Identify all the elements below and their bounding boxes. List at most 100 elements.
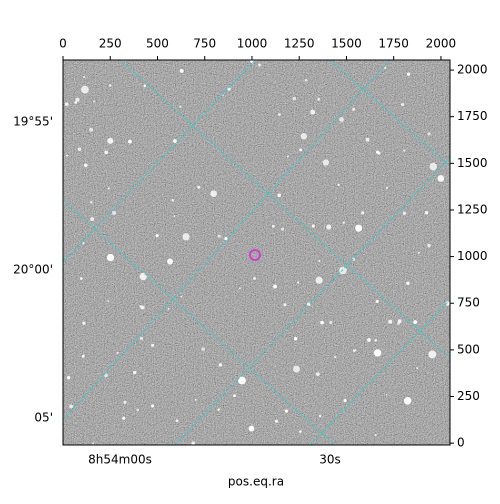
star: [191, 441, 195, 445]
star: [277, 193, 282, 198]
star: [136, 408, 139, 412]
star: [384, 66, 387, 69]
star: [339, 266, 347, 275]
star: [355, 224, 363, 232]
star: [403, 397, 412, 405]
star: [413, 320, 418, 325]
star: [179, 105, 182, 108]
star: [253, 277, 256, 280]
x-tick-label: 750: [193, 37, 216, 51]
star: [273, 284, 277, 289]
star: [155, 234, 159, 238]
star: [179, 68, 184, 73]
star: [374, 434, 377, 437]
star: [317, 97, 321, 101]
star: [75, 97, 80, 102]
world-grid-line: [174, 157, 450, 445]
star: [81, 354, 85, 358]
star: [80, 85, 89, 94]
star: [388, 319, 393, 324]
star: [374, 338, 378, 342]
star: [322, 159, 330, 166]
star: [374, 349, 382, 357]
star: [122, 416, 126, 420]
star: [416, 367, 419, 369]
star: [107, 187, 110, 190]
star: [424, 211, 429, 215]
ra-tick-label: 8h54m00s: [88, 453, 152, 467]
stars: [64, 60, 450, 445]
x-tick-label: 2000: [426, 37, 457, 51]
x-axis-label: pos.eq.ra: [228, 475, 284, 489]
star: [108, 84, 112, 87]
star: [90, 201, 93, 204]
star: [375, 299, 379, 303]
star: [429, 162, 437, 171]
star: [106, 253, 115, 262]
star: [227, 87, 231, 91]
star: [123, 400, 127, 405]
star: [286, 155, 289, 158]
x-tick-label: 250: [99, 37, 122, 51]
star: [304, 78, 308, 82]
star: [194, 398, 197, 401]
star: [79, 277, 83, 280]
world-grid: [63, 60, 450, 445]
star: [182, 233, 190, 241]
star: [180, 295, 183, 298]
star: [238, 376, 246, 385]
y-tick-label: 1250: [457, 202, 488, 216]
star: [218, 363, 223, 367]
star: [104, 150, 109, 155]
star: [283, 303, 287, 307]
y-tick-label: 2000: [457, 63, 488, 77]
star: [297, 281, 300, 284]
star: [315, 276, 323, 284]
star: [293, 337, 298, 341]
star: [281, 227, 285, 231]
star: [299, 148, 303, 152]
star: [329, 320, 333, 325]
star: [284, 409, 289, 413]
star: [342, 221, 345, 224]
star: [292, 96, 296, 101]
star: [403, 149, 406, 152]
star: [367, 338, 371, 342]
star: [128, 139, 132, 144]
star: [92, 442, 95, 445]
star: [197, 185, 201, 189]
x-tick-label: 0: [59, 37, 67, 51]
star: [376, 150, 380, 154]
star: [93, 100, 96, 103]
star: [311, 224, 315, 228]
star: [116, 351, 119, 354]
star: [238, 287, 241, 290]
star: [299, 430, 302, 433]
star: [406, 281, 410, 285]
star: [397, 319, 402, 323]
star: [66, 375, 71, 380]
star: [318, 259, 321, 262]
star: [310, 109, 316, 115]
star: [107, 300, 110, 303]
star: [300, 133, 307, 140]
world-grid-line: [63, 60, 256, 263]
star: [224, 237, 228, 241]
star: [89, 127, 94, 132]
star: [402, 211, 407, 216]
star: [306, 302, 311, 307]
star: [65, 154, 69, 157]
star: [217, 234, 221, 238]
star: [334, 355, 337, 359]
star: [167, 258, 173, 265]
star: [365, 137, 370, 142]
ra-tick-label: 30s: [319, 453, 341, 467]
star: [171, 199, 175, 202]
y-tick-label: 1750: [457, 109, 488, 123]
star: [112, 210, 117, 215]
star: [107, 137, 114, 144]
star: [274, 419, 279, 423]
y-tick-label: 250: [457, 389, 480, 403]
star: [140, 305, 145, 310]
star: [175, 419, 179, 423]
